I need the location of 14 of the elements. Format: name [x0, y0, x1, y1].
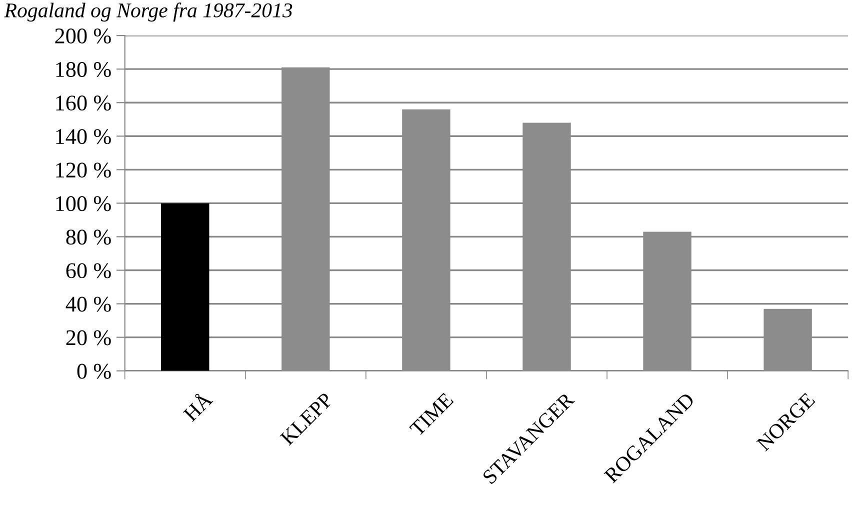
y-tick-label: 0 % — [77, 364, 111, 379]
y-tick-label: 200 % — [55, 28, 111, 44]
y-tick-label: 20 % — [66, 330, 111, 346]
bar — [161, 203, 210, 371]
y-tick-label: 140 % — [56, 129, 111, 144]
y-tick-label: 100 % — [56, 196, 111, 212]
y-tick-label: 120 % — [56, 162, 111, 178]
x-tick-label: HÅ — [180, 389, 214, 422]
y-tick-label: 40 % — [66, 296, 111, 312]
y-tick-label: 80 % — [66, 230, 111, 245]
y-tick-label: 60 % — [66, 263, 111, 278]
y-tick-label: 180 % — [56, 62, 111, 78]
chart-title: Rogaland og Norge fra 1987-2013 — [4, 2, 292, 22]
y-tick-label: 160 % — [56, 96, 111, 111]
